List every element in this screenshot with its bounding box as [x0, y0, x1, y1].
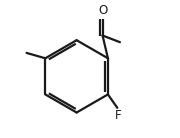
Text: F: F	[115, 109, 121, 122]
Text: O: O	[98, 4, 107, 17]
